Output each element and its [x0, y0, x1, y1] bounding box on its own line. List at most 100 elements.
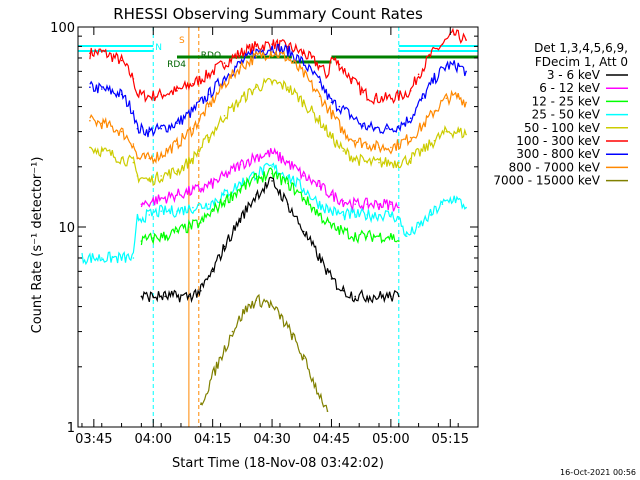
- x-tick-label-0: 03:45: [75, 432, 112, 447]
- y-tick-label-0: 1: [67, 421, 75, 436]
- series-7-point-18: [378, 295, 380, 298]
- series-2-point-20: [366, 143, 368, 145]
- series-6-point-0: [140, 240, 143, 242]
- series-1-point-1: [101, 88, 103, 90]
- series-3-point-17: [330, 136, 333, 139]
- series-5-point-21: [366, 214, 368, 216]
- series-0-point-30: [465, 39, 467, 41]
- legend-label-5: 100 - 300 keV: [516, 134, 600, 148]
- x-tick-label-1: 04:00: [135, 432, 172, 447]
- series-3-point-15: [302, 101, 305, 104]
- series-2-point-18: [342, 130, 345, 133]
- series-0-point-18: [330, 57, 333, 59]
- series-5-point-20: [354, 214, 357, 216]
- series-2-point-13: [271, 51, 273, 53]
- series-6-point-13: [318, 214, 321, 216]
- series-3-point-25: [421, 150, 424, 152]
- x-axis-label: Start Time (18-Nov-08 03:42:02): [172, 456, 384, 471]
- series-1-point-17: [330, 101, 333, 104]
- series-3-point-1: [101, 150, 103, 152]
- series-6-point-12: [302, 197, 305, 199]
- x-tick-label-6: 05:15: [432, 432, 469, 447]
- series-0-point-14: [287, 45, 289, 48]
- series-6-point-18: [378, 235, 380, 237]
- series-6-point-15: [342, 230, 345, 233]
- series-5-point-11: [223, 193, 226, 196]
- series-5-point-18: [330, 210, 333, 212]
- series-4-point-5: [200, 188, 202, 190]
- series-3-point-18: [342, 150, 345, 152]
- series-2-point-22: [390, 146, 392, 149]
- series-7-point-19: [390, 295, 392, 298]
- series-2-point-4: [136, 157, 139, 160]
- series-3-point-19: [354, 157, 357, 160]
- x-tick-label-4: 04:45: [313, 432, 350, 447]
- series-0-point-17: [326, 75, 329, 77]
- series-2-point-15: [302, 73, 305, 76]
- series-4-point-17: [366, 203, 368, 205]
- series-1-point-22: [386, 127, 388, 130]
- series-7-point-3: [176, 295, 178, 298]
- series-4-point-9: [255, 155, 257, 158]
- series-8-point-2: [231, 330, 234, 333]
- series-2-point-8: [192, 127, 194, 130]
- series-1-point-25: [421, 97, 424, 100]
- series-0-point-29: [453, 33, 456, 35]
- series-1-point-10: [223, 76, 226, 79]
- series-5-point-8: [176, 210, 178, 212]
- series-0-point-3: [132, 78, 135, 80]
- series-0-point-10: [223, 62, 226, 64]
- series-2-point-12: [255, 55, 257, 58]
- series-3-point-22: [390, 161, 392, 164]
- series-2-point-27: [445, 97, 448, 100]
- series-6-point-2: [164, 235, 166, 237]
- series-4-point-19: [390, 203, 392, 205]
- series-7-point-17: [366, 295, 368, 298]
- series-6-point-20: [398, 240, 400, 242]
- series-line-7: [140, 176, 400, 304]
- series-6-point-14: [330, 226, 333, 228]
- series-4-point-4: [188, 191, 190, 193]
- series-5-point-14: [271, 166, 273, 168]
- series-5-point-12: [239, 182, 242, 185]
- series-1-point-4: [136, 127, 139, 130]
- series-5-point-1: [101, 257, 103, 259]
- series-3-point-16: [318, 119, 321, 122]
- series-6-point-16: [354, 235, 357, 237]
- series-line-0: [89, 27, 467, 105]
- series-5-point-3: [124, 257, 127, 259]
- series-6-point-17: [366, 235, 368, 237]
- series-2-point-16: [318, 95, 321, 98]
- series-6-point-8: [239, 188, 242, 190]
- series-5-point-5: [136, 217, 139, 220]
- series-2-point-0: [89, 119, 91, 122]
- series-4-point-0: [140, 203, 143, 205]
- series-3-point-24: [409, 157, 412, 160]
- series-8-point-8: [302, 357, 305, 360]
- series-1-point-9: [207, 93, 210, 96]
- series-1-point-19: [350, 114, 353, 117]
- series-8-point-1: [215, 366, 218, 368]
- series-3-point-12: [255, 86, 257, 88]
- series-1-point-8: [192, 110, 194, 112]
- series-4-point-6: [211, 182, 214, 185]
- series-0-point-28: [441, 43, 444, 45]
- series-7-point-5: [200, 290, 202, 292]
- series-2-point-2: [120, 130, 123, 133]
- series-7-point-11: [287, 203, 289, 205]
- series-7-point-15: [342, 290, 345, 292]
- legend-label-2: 12 - 25 keV: [532, 94, 601, 108]
- series-5-point-17: [318, 203, 321, 205]
- x-tick-label-2: 04:15: [194, 432, 231, 447]
- series-5-point-25: [405, 235, 408, 237]
- series-3-point-11: [239, 99, 242, 102]
- series-0-point-0: [89, 52, 91, 54]
- series-8-point-4: [255, 299, 257, 302]
- series-0-point-26: [417, 73, 420, 76]
- series-4-point-16: [354, 203, 357, 205]
- series-1-point-27: [445, 65, 448, 67]
- series-line-2: [89, 49, 467, 165]
- series-5-point-16: [302, 188, 305, 190]
- series-1-point-14: [287, 50, 289, 52]
